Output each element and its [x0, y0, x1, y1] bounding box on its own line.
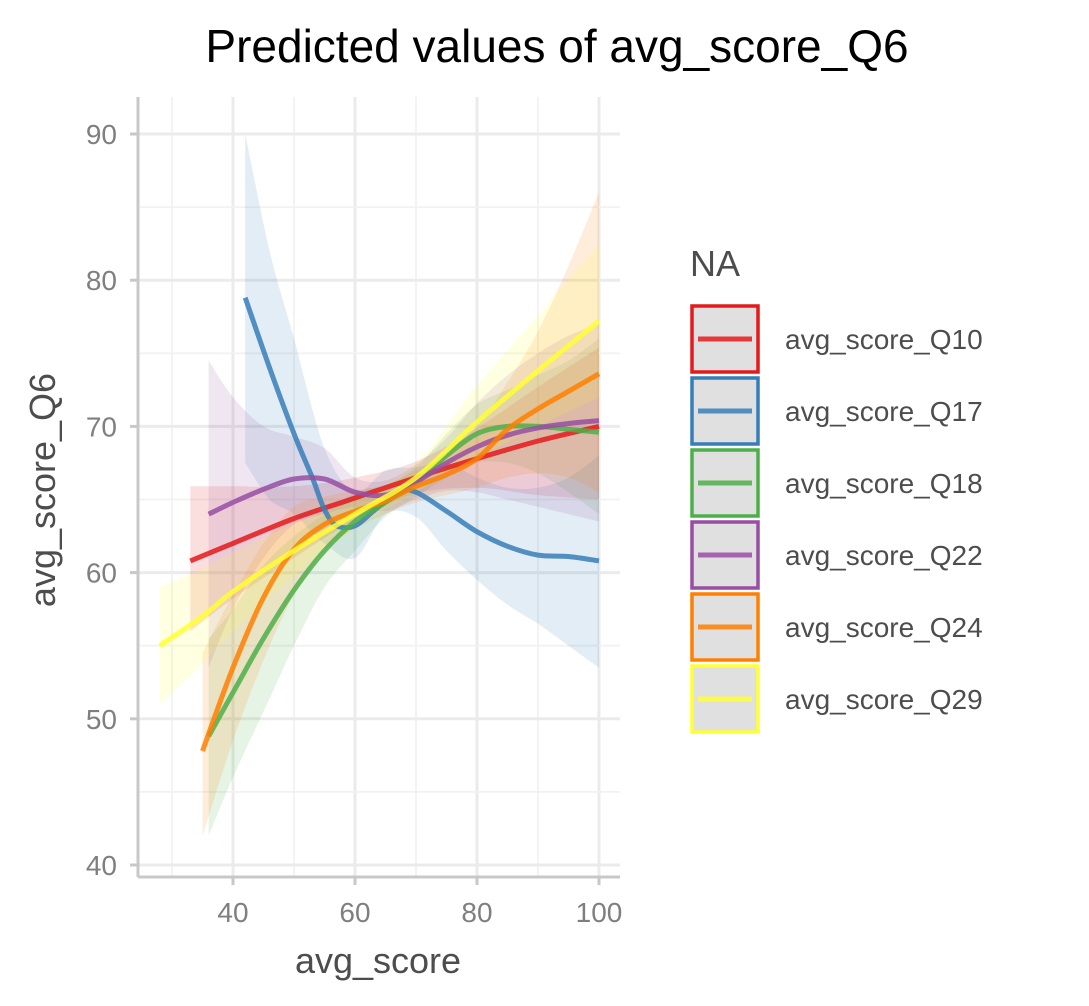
x-tick-label: 80	[461, 897, 492, 928]
legend-label: avg_score_Q22	[785, 540, 983, 571]
series-line-avg_score_Q24	[200, 371, 601, 752]
y-tick-label: 80	[86, 265, 117, 296]
series-lines	[158, 296, 601, 752]
legend-label: avg_score_Q10	[785, 324, 983, 355]
ci-band-avg_score_Q22	[208, 324, 599, 668]
legend-item-avg_score_Q17: avg_score_Q17	[690, 376, 983, 446]
series-line-avg_score_Q29	[158, 319, 601, 648]
confidence-bands	[159, 134, 600, 836]
x-axis-title: avg_score	[295, 940, 461, 981]
y-axis-title: avg_score_Q6	[22, 373, 63, 607]
legend-item-avg_score_Q10: avg_score_Q10	[690, 304, 983, 374]
legend-label: avg_score_Q18	[785, 468, 983, 499]
ci-band-avg_score_Q17	[245, 134, 599, 668]
x-tick-label: 60	[339, 897, 370, 928]
y-tick-label: 90	[86, 119, 117, 150]
x-tick-label: 40	[217, 897, 248, 928]
legend-item-avg_score_Q22: avg_score_Q22	[690, 520, 983, 590]
y-tick-label: 50	[86, 704, 117, 735]
legend-title: NA	[690, 243, 740, 284]
ci-band-avg_score_Q18	[208, 338, 599, 836]
series-line-avg_score_Q10	[189, 423, 600, 564]
y-tick-label: 40	[86, 850, 117, 881]
axes: 40 60 80 100 40 50 60 70 80 90	[86, 97, 623, 928]
y-tick-label: 70	[86, 411, 117, 442]
legend-label: avg_score_Q29	[785, 684, 983, 715]
y-tick-label: 60	[86, 558, 117, 589]
legend-item-avg_score_Q29: avg_score_Q29	[690, 664, 983, 734]
legend: NA avg_score_Q10 avg_score_Q17 avg_score_Q…	[690, 243, 983, 734]
legend-label: avg_score_Q24	[785, 612, 983, 643]
legend-item-avg_score_Q24: avg_score_Q24	[690, 592, 983, 662]
x-tick-label: 100	[576, 897, 623, 928]
legend-item-avg_score_Q18: avg_score_Q18	[690, 448, 983, 518]
legend-label: avg_score_Q17	[785, 396, 983, 427]
chart-title: Predicted values of avg_score_Q6	[205, 20, 908, 72]
